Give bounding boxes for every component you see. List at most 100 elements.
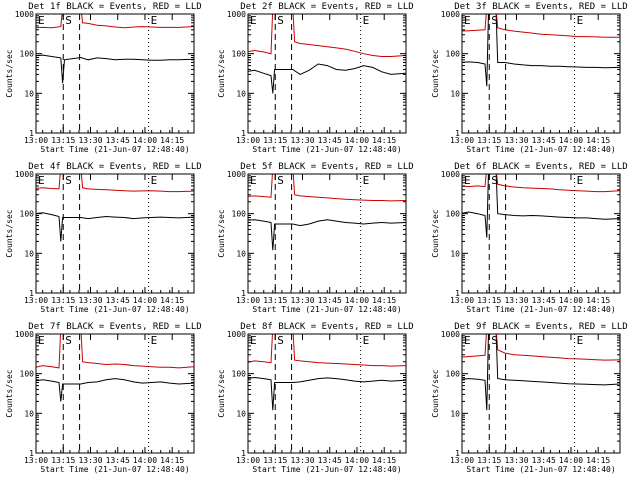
x-tick-label: 13:45: [318, 456, 342, 465]
x-tick-label: 14:15: [160, 136, 184, 145]
plot-area: [248, 14, 406, 133]
events-series-line: [36, 54, 194, 84]
marker-label: E: [363, 334, 370, 347]
x-tick-label: 13:30: [78, 136, 102, 145]
plot-area: [248, 334, 406, 453]
y-tick-label: 1: [241, 289, 246, 298]
detector-panel: Det 8f BLACK = Events, RED = LLD E S E 1 10 10…: [217, 322, 414, 474]
lld-series-line: [36, 334, 194, 369]
lld-series-line: [462, 14, 620, 38]
x-tick-label: 13:00: [236, 456, 260, 465]
lld-series-line: [36, 174, 194, 193]
lld-series-line: [248, 334, 406, 367]
x-tick-label: 13:00: [450, 456, 474, 465]
lld-series-line: [36, 14, 194, 29]
marker-label: S: [277, 174, 284, 187]
panel-title: Det 4f BLACK = Events, RED = LLD: [28, 162, 201, 172]
x-tick-label: 13:15: [263, 456, 287, 465]
x-tick-label: 14:00: [345, 296, 369, 305]
events-series-line: [462, 174, 620, 238]
events-series-line: [248, 219, 406, 251]
x-tick-label: 13:00: [236, 296, 260, 305]
marker-label: E: [577, 174, 584, 187]
events-series-line: [248, 63, 406, 94]
y-tick-label: 10: [450, 249, 460, 258]
y-tick-label: 100: [446, 370, 461, 379]
x-tick-label: 14:15: [372, 456, 396, 465]
x-tick-label: 13:15: [477, 136, 501, 145]
x-tick-label: 13:45: [532, 136, 556, 145]
x-tick-label: 13:00: [24, 296, 48, 305]
panel-title: Det 7f BLACK = Events, RED = LLD: [28, 322, 201, 332]
y-tick-label: 10: [236, 89, 246, 98]
x-tick-label: 13:30: [78, 456, 102, 465]
marker-label: E: [250, 174, 257, 187]
x-tick-label: 14:15: [586, 296, 610, 305]
detector-panel: Det 6f BLACK = Events, RED = LLD E S E 1 10 10…: [431, 162, 628, 314]
x-tick-label: 13:30: [504, 296, 528, 305]
detector-panel: Det 3f BLACK = Events, RED = LLD E S E 1 10 10…: [431, 2, 628, 154]
x-tick-label: 14:00: [133, 136, 157, 145]
x-tick-label: 13:15: [477, 296, 501, 305]
x-tick-label: 14:15: [586, 136, 610, 145]
x-tick-label: 14:00: [133, 296, 157, 305]
y-tick-label: 100: [446, 210, 461, 219]
detector-panel: Det 5f BLACK = Events, RED = LLD E S E 1 10 10…: [217, 162, 414, 314]
marker-label: S: [65, 334, 72, 347]
marker-label: E: [250, 14, 257, 27]
y-axis-label: Counts/sec: [5, 209, 14, 257]
panel-title: Det 6f BLACK = Events, RED = LLD: [454, 162, 627, 172]
x-axis-label: Start Time (21-Jun-07 12:48:40): [252, 145, 401, 154]
x-axis-label: Start Time (21-Jun-07 12:48:40): [466, 145, 615, 154]
detector-panel: Det 1f BLACK = Events, RED = LLD E S E 1 10 10…: [5, 2, 202, 154]
x-tick-label: 13:15: [263, 136, 287, 145]
detector-panel: Det 4f BLACK = Events, RED = LLD E S E 1 10 10…: [5, 162, 202, 314]
y-tick-label: 1000: [441, 170, 460, 179]
y-tick-label: 10: [24, 89, 34, 98]
x-tick-label: 13:30: [290, 136, 314, 145]
y-axis-label: Counts/sec: [217, 49, 226, 97]
marker-label: E: [464, 14, 471, 27]
x-axis-label: Start Time (21-Jun-07 12:48:40): [40, 305, 189, 314]
x-tick-label: 14:00: [345, 456, 369, 465]
x-tick-label: 14:00: [559, 296, 583, 305]
panel-title: Det 9f BLACK = Events, RED = LLD: [454, 322, 627, 332]
marker-label: E: [38, 174, 45, 187]
events-series-line: [36, 212, 194, 242]
x-tick-label: 13:30: [504, 456, 528, 465]
x-tick-label: 13:15: [51, 136, 75, 145]
x-tick-label: 14:00: [559, 136, 583, 145]
lld-series-line: [248, 14, 406, 57]
panel-title: Det 8f BLACK = Events, RED = LLD: [240, 322, 413, 332]
x-tick-label: 13:45: [532, 296, 556, 305]
y-tick-label: 1000: [227, 170, 246, 179]
y-tick-label: 1: [455, 289, 460, 298]
marker-label: S: [491, 334, 498, 347]
x-tick-label: 13:30: [504, 136, 528, 145]
panel-title: Det 3f BLACK = Events, RED = LLD: [454, 2, 627, 12]
y-tick-label: 100: [232, 50, 247, 59]
x-tick-label: 14:00: [133, 456, 157, 465]
x-axis-label: Start Time (21-Jun-07 12:48:40): [40, 465, 189, 474]
x-tick-label: 14:15: [160, 456, 184, 465]
y-axis-label: Counts/sec: [431, 369, 440, 417]
x-tick-label: 14:15: [372, 136, 396, 145]
marker-label: S: [491, 174, 498, 187]
panel-title: Det 1f BLACK = Events, RED = LLD: [28, 2, 201, 12]
x-tick-label: 14:15: [160, 296, 184, 305]
x-axis-label: Start Time (21-Jun-07 12:48:40): [40, 145, 189, 154]
x-tick-label: 13:15: [51, 456, 75, 465]
y-tick-label: 10: [450, 409, 460, 418]
marker-label: E: [38, 334, 45, 347]
events-series-line: [248, 376, 406, 411]
y-axis-label: Counts/sec: [217, 369, 226, 417]
y-tick-label: 1000: [441, 10, 460, 19]
x-tick-label: 13:30: [290, 296, 314, 305]
marker-label: S: [277, 334, 284, 347]
y-axis-label: Counts/sec: [5, 49, 14, 97]
x-tick-label: 13:15: [51, 296, 75, 305]
x-tick-label: 13:45: [106, 136, 130, 145]
detector-panel: Det 9f BLACK = Events, RED = LLD E S E 1 10 10…: [431, 322, 628, 474]
plot-area: [462, 334, 620, 453]
